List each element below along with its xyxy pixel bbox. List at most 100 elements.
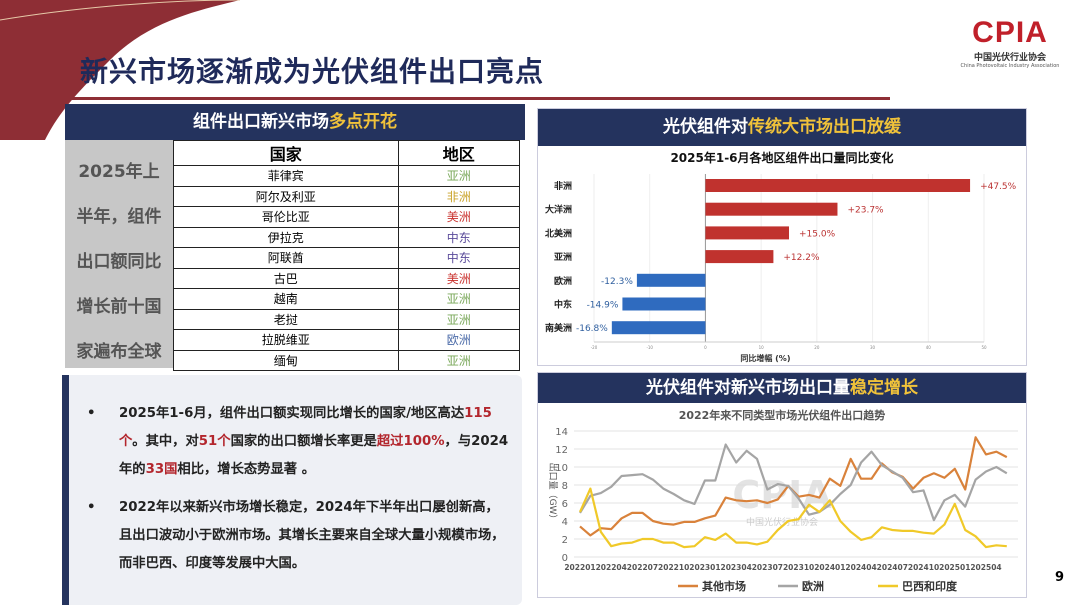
country-cell: 伊拉克 — [173, 226, 399, 248]
emerging-markets-panel: 光伏组件对新兴市场出口量稳定增长 2022年来不同类型市场光伏组件出口趋势 0 2 4… — [537, 372, 1027, 598]
bar — [705, 179, 971, 192]
bar — [622, 297, 706, 311]
y-tick-label: 8 — [562, 481, 568, 492]
side-line: 半年，组件 — [76, 207, 162, 227]
country-cell: 拉脱维亚 — [173, 329, 399, 351]
table-row: 老挝 亚洲 — [173, 308, 520, 330]
bar — [636, 273, 706, 287]
x-axis-title: 同比增幅 (%) — [740, 353, 790, 363]
text: 。其中，对 — [132, 434, 199, 449]
side-caption: 2025年上 半年，组件 出口额同比 增长前十国 家遍布全球 — [65, 140, 173, 368]
region-cell: 中东 — [397, 226, 520, 248]
highlight: 超过100% — [376, 434, 445, 449]
x-tick-label: 202401 — [814, 563, 845, 572]
region-cell: 亚洲 — [397, 288, 520, 310]
region-cell: 非洲 — [397, 185, 520, 207]
chart-title: 2025年1-6月各地区组件出口量同比变化 — [670, 150, 893, 165]
decorative-swoosh — [0, 0, 241, 140]
table-row: 缅甸 亚洲 — [173, 349, 520, 371]
column-header-region: 地区 — [397, 140, 520, 166]
page-number: 9 — [1055, 570, 1065, 585]
x-tick-label: 40 — [926, 345, 932, 350]
x-tick-label: -10 — [646, 345, 653, 350]
panel-header: 光伏组件对新兴市场出口量稳定增长 — [538, 373, 1026, 403]
y-tick-label: 0 — [562, 553, 568, 564]
x-tick-label: 202301 — [689, 563, 720, 572]
country-cell: 阿联酋 — [173, 247, 399, 269]
region-cell: 亚洲 — [397, 165, 520, 187]
y-tick-label: 4 — [562, 517, 568, 528]
table-row: 阿尔及利亚 非洲 — [173, 185, 520, 207]
data-label: +23.7% — [847, 206, 884, 216]
text: 国家的出口额增长率更是 — [230, 434, 377, 449]
series-line-2 — [579, 443, 1008, 522]
country-cell: 老挝 — [173, 308, 399, 330]
x-tick-label: 202304 — [720, 563, 751, 572]
bar — [705, 202, 838, 216]
header-text: 组件出口新兴市场 — [193, 112, 329, 132]
x-tick-label: 202204 — [596, 563, 627, 572]
country-cell: 古巴 — [173, 267, 399, 289]
y-tick-label: 2 — [562, 535, 568, 546]
header-highlight: 多点开花 — [329, 112, 397, 132]
category-label: 北美洲 — [545, 227, 572, 239]
side-line: 增长前十国 — [76, 297, 162, 317]
text: 2022年以来新兴市场增长稳定，2024年下半年出口屡创新高，且出口波动小于欧洲… — [119, 500, 505, 571]
y-tick-label: 14 — [555, 427, 568, 438]
data-label: -12.3% — [601, 277, 633, 287]
page-title: 新兴市场逐渐成为光伏组件出口亮点 — [80, 55, 545, 88]
bullet-1: • 2025年1-6月，组件出口额实现同比增长的国家/地区高达115个。其中，对… — [87, 406, 509, 477]
region-cell: 美洲 — [397, 206, 520, 228]
region-cell: 中东 — [397, 247, 520, 269]
x-tick-label: 202201 — [564, 563, 595, 572]
summary-box: • 2025年1-6月，组件出口额实现同比增长的国家/地区高达115个。其中，对… — [62, 375, 522, 605]
x-tick-label: 202404 — [845, 563, 876, 572]
x-tick-label: 202207 — [627, 563, 658, 572]
highlight: 51个 — [198, 434, 231, 449]
header-text: 光伏组件对 — [663, 117, 748, 137]
table-row: 菲律宾 亚洲 — [173, 165, 520, 187]
header-highlight: 传统大市场出口放缓 — [748, 117, 901, 137]
category-label: 大洋洲 — [545, 204, 572, 216]
x-tick-label: 202410 — [908, 563, 939, 572]
country-cell: 哥伦比亚 — [173, 206, 399, 228]
y-tick-label: 6 — [562, 499, 568, 510]
x-tick-label: 202501 — [939, 563, 970, 572]
side-line: 2025年上 — [78, 162, 160, 182]
bar — [705, 250, 774, 264]
legend-label: 其他市场 — [702, 579, 746, 593]
y-tick-label: 12 — [555, 445, 568, 456]
category-label: 中东 — [554, 299, 572, 311]
y-tick-label: 10 — [555, 463, 568, 474]
chart-title: 2022年来不同类型市场光伏组件出口趋势 — [679, 408, 886, 422]
legend-label: 巴西和印度 — [902, 579, 958, 593]
highlight: 115个 — [119, 406, 492, 449]
bar — [611, 321, 706, 335]
country-cell: 菲律宾 — [173, 165, 399, 187]
category-label: 南美洲 — [545, 322, 572, 334]
traditional-markets-panel: 光伏组件对传统大市场出口放缓 2025年1-6月各地区组件出口量同比变化 -20 -… — [537, 108, 1027, 366]
x-tick-label: 202310 — [783, 563, 814, 572]
x-tick-label: 20 — [814, 345, 820, 350]
x-tick-label: 10 — [759, 345, 765, 350]
panel-header: 光伏组件对传统大市场出口放缓 — [538, 109, 1026, 146]
series-line-3 — [578, 487, 1007, 549]
x-tick-label: 0 — [704, 345, 707, 350]
bar — [705, 226, 789, 240]
data-label: -16.8% — [576, 324, 608, 334]
x-tick-label: 30 — [870, 345, 876, 350]
table-row: 阿联酋 中东 — [173, 247, 520, 269]
table-row: 哥伦比亚 美洲 — [173, 206, 520, 228]
highlight: 33国 — [145, 462, 178, 477]
data-label: +12.2% — [783, 253, 820, 263]
y-axis-title: 出口量（GW） — [547, 463, 559, 524]
region-cell: 美洲 — [397, 267, 520, 289]
data-label: +15.0% — [799, 229, 836, 239]
country-cell: 缅甸 — [173, 349, 399, 371]
x-tick-label: 202210 — [658, 563, 689, 572]
category-label: 非洲 — [554, 180, 572, 192]
top-countries-table: 国家 地区 菲律宾 亚洲 阿尔及利亚 非洲 哥伦比亚 美洲 伊拉克 中东 阿联酋 中东 古巴 美洲 越南… — [173, 140, 520, 371]
cpia-logo: CPIA 中国光伏行业协会 China Photovoltaic Industr… — [960, 16, 1060, 69]
category-label: 欧洲 — [554, 275, 572, 287]
